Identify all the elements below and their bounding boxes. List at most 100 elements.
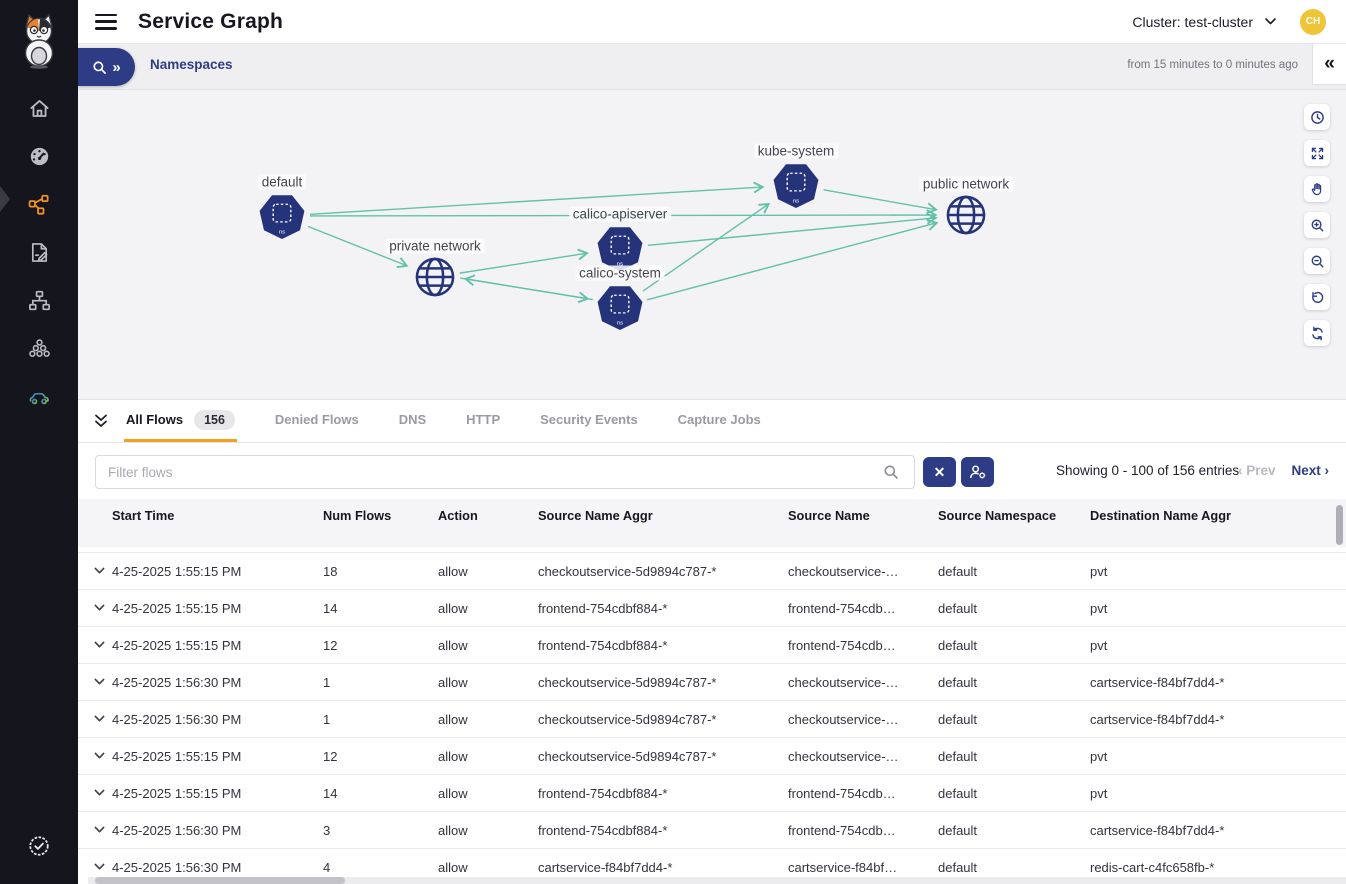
graph-edge-calico-system-to-private-network[interactable]	[463, 274, 593, 301]
sidebar-item-dashboard[interactable]	[0, 132, 78, 180]
search-icon	[93, 60, 107, 74]
cluster-selector-label: Cluster: test-cluster	[1132, 13, 1253, 30]
flow-columns-config-button[interactable]	[961, 457, 994, 487]
sidebar-item-service-graph[interactable]	[0, 180, 78, 228]
dashboard-icon	[30, 147, 48, 165]
network-globe-icon	[946, 195, 986, 235]
tab-http[interactable]: HTTP	[464, 400, 502, 442]
prev-page-button[interactable]: ‹ Prev	[1237, 463, 1276, 478]
sidebar-item-policies[interactable]	[0, 228, 78, 276]
clear-filter-button[interactable]: ✕	[923, 457, 956, 487]
zoom-in-button[interactable]	[1304, 212, 1330, 238]
compliance-badge-icon	[29, 836, 49, 856]
sidebar-item-network[interactable]	[0, 276, 78, 324]
chevron-down-icon	[94, 826, 105, 833]
table-row[interactable]: 4-25-2025 1:56:30 PM 1 allow checkoutservic…	[78, 663, 1346, 700]
graph-edge-calico-system-to-public-network[interactable]	[646, 219, 939, 301]
sidebar-item-car[interactable]	[0, 372, 78, 420]
car-icon	[29, 392, 49, 404]
column-header[interactable]: Num Flows	[323, 508, 392, 523]
cluster-selector[interactable]: Cluster: test-cluster	[1132, 14, 1276, 30]
table-row[interactable]: 4-25-2025 1:55:15 PM 12 allow frontend-754c…	[78, 626, 1346, 663]
horizontal-scrollbar-track[interactable]	[88, 877, 1346, 884]
pan-hand-button[interactable]	[1304, 176, 1330, 202]
horizontal-scrollbar-thumb[interactable]	[95, 877, 345, 884]
calico-cat-logo[interactable]	[0, 0, 78, 80]
zoom-in-icon	[1311, 219, 1323, 231]
fit-screen-button[interactable]	[1304, 140, 1330, 166]
row-expand-button[interactable]	[94, 789, 112, 797]
service-graph-canvas[interactable]: ns default private network ns calico-apiserv…	[78, 90, 1346, 400]
row-expand-button[interactable]	[94, 567, 112, 575]
table-row[interactable]: 4-25-2025 1:55:15 PM 18 allow checkoutservi…	[78, 552, 1346, 589]
tab-dns[interactable]: DNS	[397, 400, 428, 442]
row-expand-button[interactable]	[94, 826, 112, 834]
double-chevron-down-icon[interactable]	[78, 400, 124, 442]
cell-action: allow	[438, 748, 468, 764]
graph-edge-default-to-kube-system[interactable]	[309, 181, 765, 216]
row-expand-button[interactable]	[94, 641, 112, 649]
table-row[interactable]: 4-25-2025 1:56:30 PM 3 allow frontend-754cd…	[78, 811, 1346, 848]
breadcrumb[interactable]: Namespaces	[150, 57, 233, 72]
tab-capture-jobs[interactable]: Capture Jobs	[676, 400, 763, 442]
graph-edge-default-to-private-network[interactable]	[307, 225, 409, 269]
graph-node-calico-system[interactable]: ns calico-system	[575, 265, 665, 332]
vertical-scrollbar[interactable]	[1336, 505, 1343, 545]
zoom-out-button[interactable]	[1304, 248, 1330, 274]
refresh-button[interactable]	[1304, 320, 1330, 346]
namespace-heptagon-icon: ns	[597, 227, 643, 272]
graph-node-kube-system[interactable]: ns kube-system	[753, 143, 839, 210]
row-expand-button[interactable]	[94, 863, 112, 871]
avatar[interactable]: CH	[1300, 8, 1326, 35]
clock-button[interactable]	[1304, 104, 1330, 130]
next-page-button[interactable]: Next ›	[1291, 463, 1329, 478]
chevron-down-icon	[94, 641, 105, 648]
chevron-down-icon	[94, 752, 105, 759]
column-header[interactable]: Action	[438, 508, 478, 523]
collapse-panel-button[interactable]: «	[1312, 44, 1346, 85]
row-expand-button[interactable]	[94, 678, 112, 686]
column-header[interactable]: Source Namespace	[938, 508, 1057, 523]
row-expand-button[interactable]	[94, 715, 112, 723]
sidebar-item-compliance[interactable]	[0, 826, 78, 866]
column-header[interactable]: Source Name Aggr	[538, 508, 653, 523]
graph-edge-kube-system-to-public-network[interactable]	[823, 189, 938, 215]
filter-flows-input[interactable]	[95, 455, 915, 489]
table-row[interactable]: 4-25-2025 1:55:15 PM 14 allow frontend-754c…	[78, 774, 1346, 811]
header-expander-spacer	[94, 508, 112, 547]
row-expand-button[interactable]	[94, 604, 112, 612]
graph-search-pill[interactable]: »	[78, 48, 135, 86]
tab-all-flows[interactable]: All Flows 156	[124, 400, 237, 442]
sidebar-item-endpoints[interactable]	[0, 324, 78, 372]
hamburger-menu-icon[interactable]	[95, 13, 117, 30]
table-row[interactable]: 4-25-2025 1:56:30 PM 1 allow checkoutservic…	[78, 700, 1346, 737]
table-row[interactable]: 4-25-2025 1:55:15 PM 14 allow frontend-754c…	[78, 589, 1346, 626]
graph-node-label: calico-system	[575, 265, 665, 281]
undo-button[interactable]	[1304, 284, 1330, 310]
flows-tab-bar: All Flows 156 Denied Flows DNS HTTP Secu…	[78, 400, 1346, 443]
graph-edge-calico-apiserver-to-public-network[interactable]	[647, 212, 938, 247]
column-header[interactable]: Source Name	[788, 508, 870, 523]
graph-node-private-network[interactable]: private network	[385, 238, 485, 299]
time-range-label: from 15 minutes to 0 minutes ago	[1127, 58, 1298, 71]
cell-dest-name-aggr: cartservice-f84bf7dd4-*	[1090, 711, 1225, 727]
cell-num-flows: 18	[323, 563, 338, 579]
graph-node-default[interactable]: ns default	[257, 174, 307, 241]
pan-hand-icon	[1311, 182, 1321, 195]
search-icon[interactable]	[883, 464, 899, 480]
graph-edge-private-network-to-calico-apiserver[interactable]	[459, 248, 589, 274]
tab-security-events[interactable]: Security Events	[538, 400, 640, 442]
row-expand-button[interactable]	[94, 752, 112, 760]
column-header[interactable]: Destination Name Aggr	[1090, 508, 1232, 523]
cell-num-flows: 12	[323, 637, 338, 653]
graph-node-public-network[interactable]: public network	[918, 176, 1014, 237]
top-bar: Service Graph Cluster: test-cluster CH	[78, 0, 1346, 44]
table-row[interactable]: 4-25-2025 1:55:15 PM 12 allow checkoutservi…	[78, 737, 1346, 774]
graph-node-calico-apiserver[interactable]: ns calico-apiserver	[568, 206, 672, 273]
filter-row: ✕ Showing 0 - 100 of 156 entries ‹ Prev …	[95, 455, 1346, 489]
cell-start-time: 4-25-2025 1:55:15 PM	[112, 563, 242, 579]
sidebar-item-home[interactable]	[0, 84, 78, 132]
column-header[interactable]: Start Time	[112, 508, 175, 523]
tab-denied-flows[interactable]: Denied Flows	[273, 400, 361, 442]
